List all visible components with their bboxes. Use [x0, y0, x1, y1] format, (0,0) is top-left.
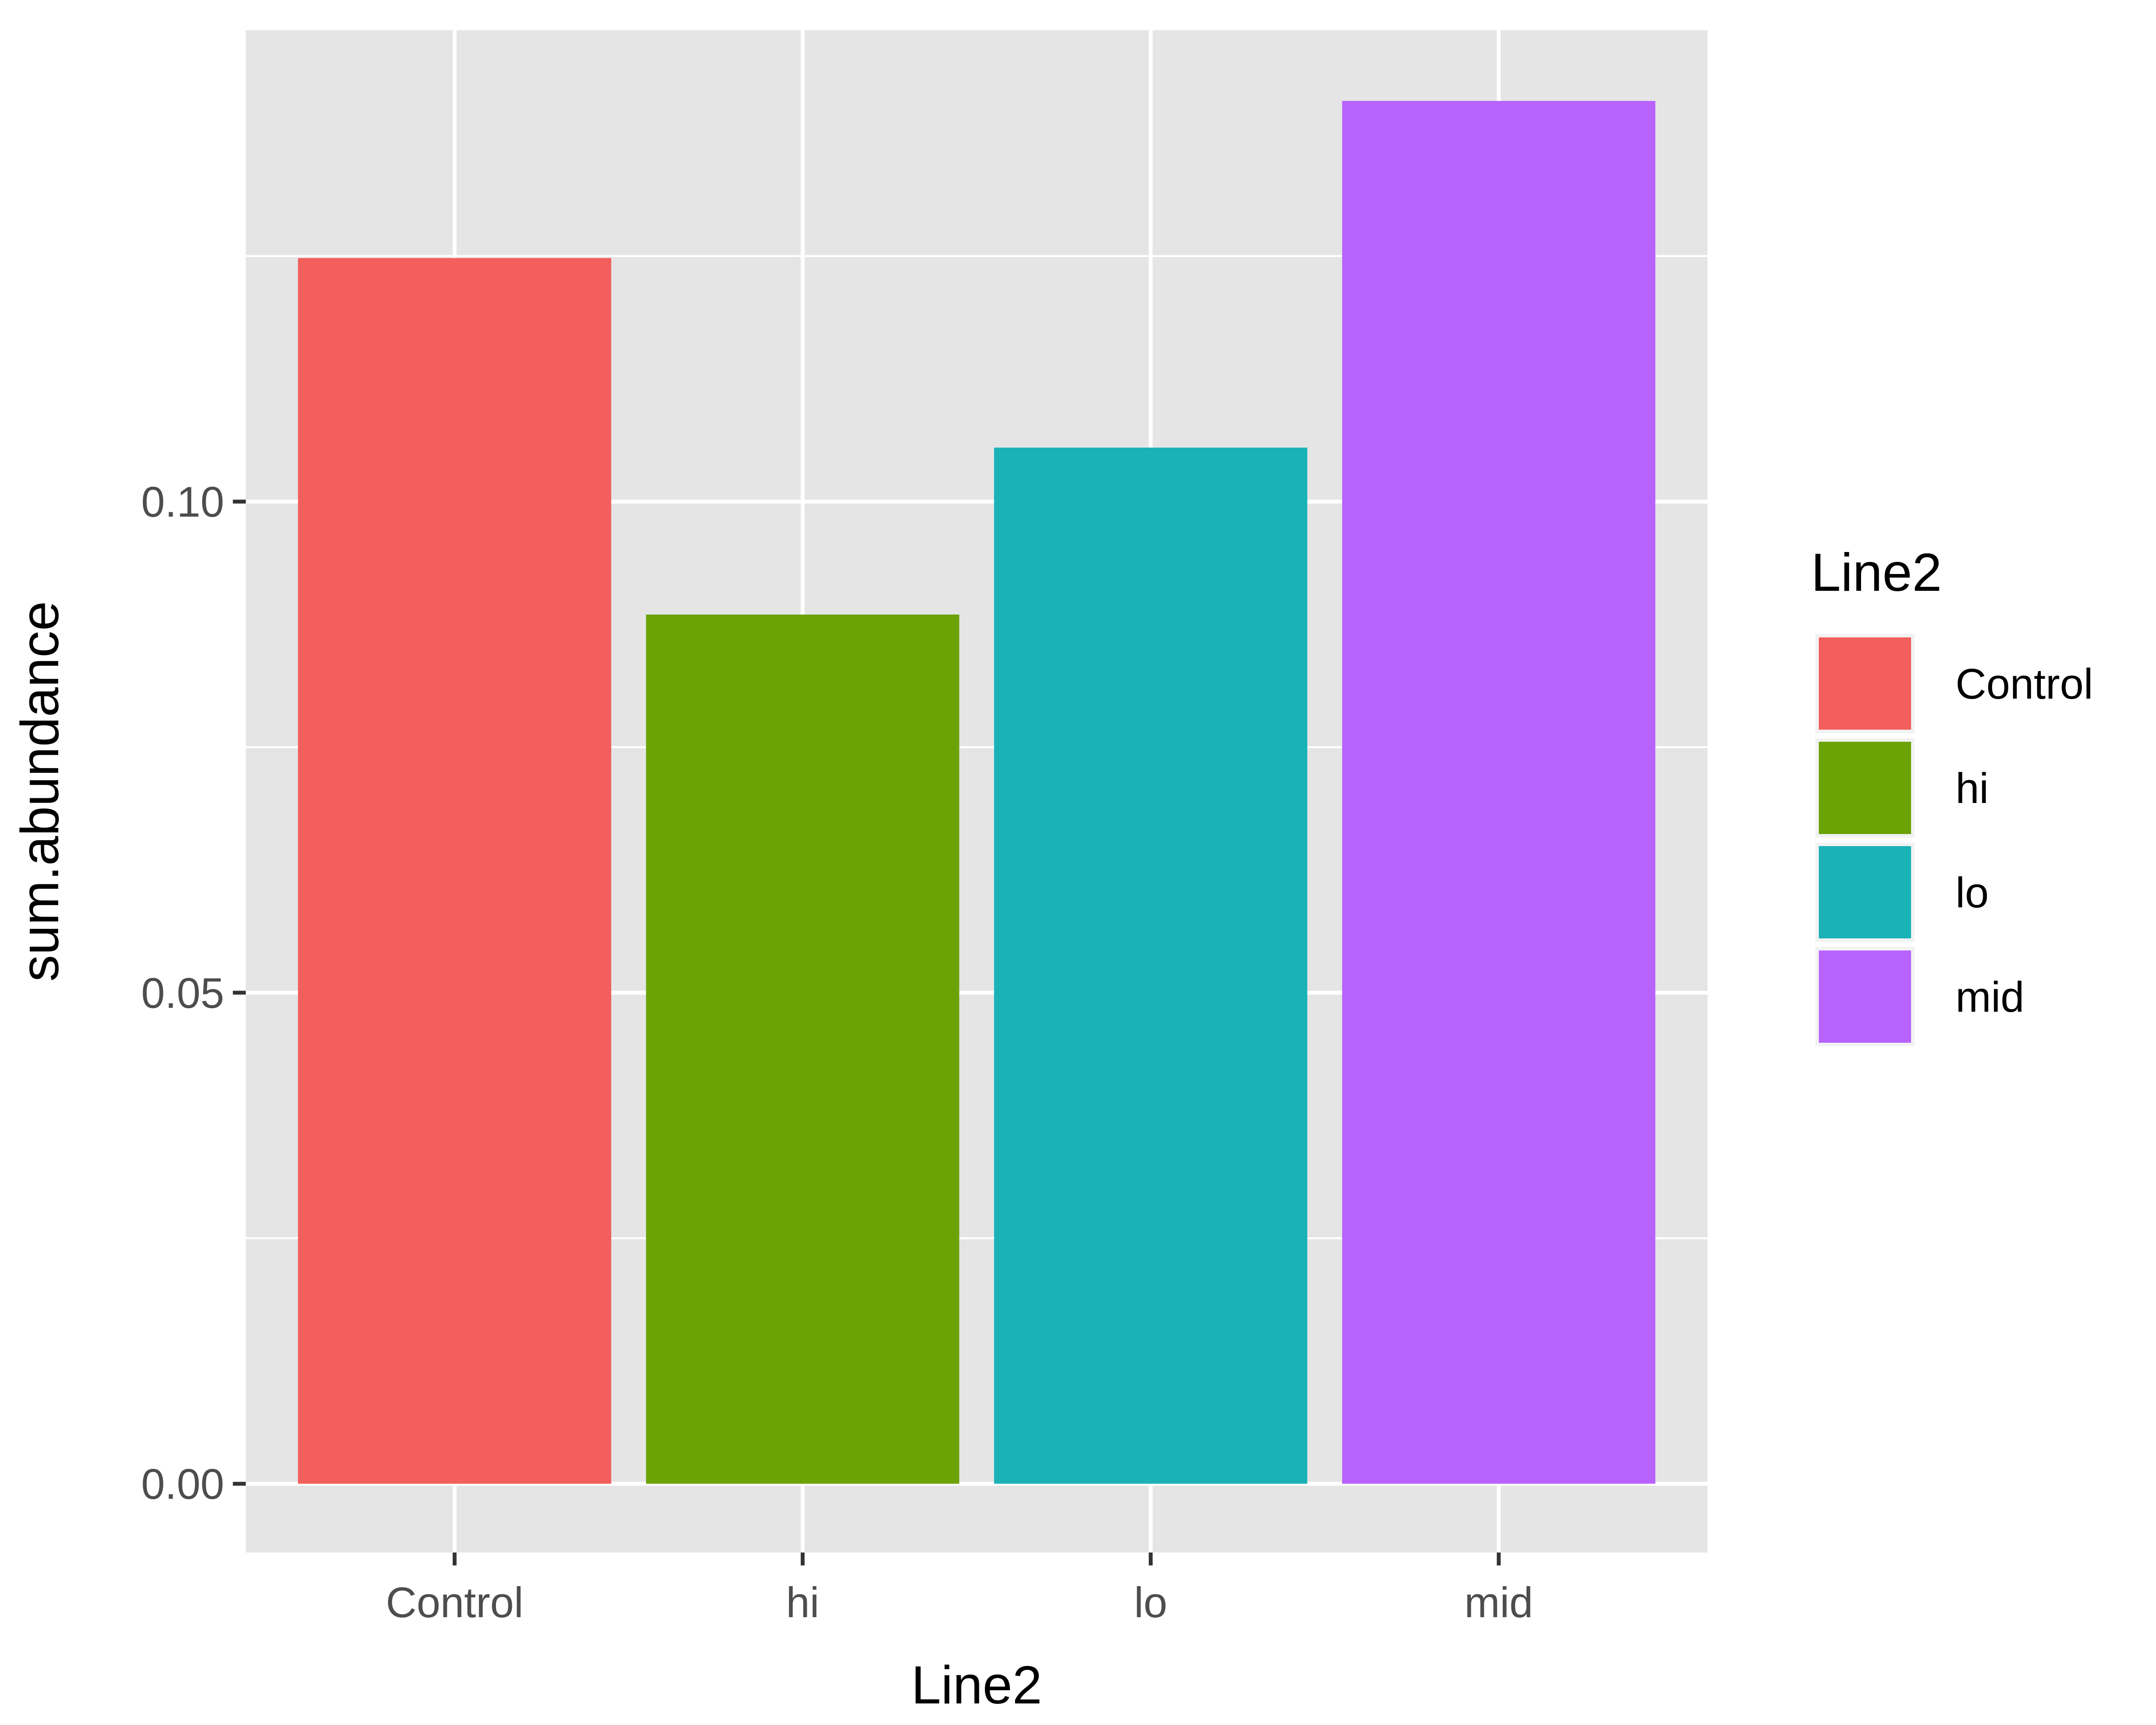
- bar-lo: [994, 447, 1307, 1484]
- legend-swatch-control: [1819, 637, 1911, 730]
- legend-title: Line2: [1811, 543, 1942, 602]
- legend-label-lo: lo: [1955, 869, 1989, 916]
- legend-label-hi: hi: [1955, 764, 1989, 812]
- y-tick-label: 0.10: [141, 478, 224, 526]
- x-tick-label: lo: [1134, 1578, 1167, 1626]
- legend-label-mid: mid: [1955, 973, 2024, 1021]
- y-tick-label: 0.05: [141, 969, 224, 1017]
- x-axis-title: Line2: [911, 1656, 1042, 1715]
- legend-label-control: Control: [1955, 660, 2093, 708]
- legend-swatch-lo: [1819, 846, 1911, 938]
- y-axis-title: sum.abundance: [10, 601, 70, 982]
- x-tick-label: mid: [1464, 1578, 1533, 1626]
- x-tick-label: Control: [386, 1578, 523, 1626]
- bars: [298, 100, 1655, 1484]
- legend-swatch-mid: [1819, 950, 1911, 1043]
- bar-control: [298, 258, 611, 1484]
- legend-swatch-hi: [1819, 742, 1911, 834]
- legend: Line2 Control hi lo mid: [1811, 543, 2093, 1046]
- x-tick-label: hi: [786, 1578, 819, 1626]
- bar-mid: [1342, 100, 1655, 1484]
- legend-items: Control hi lo mid: [1815, 634, 2093, 1046]
- bar-hi: [646, 615, 959, 1484]
- x-axis: Control hi lo mid: [386, 1552, 1533, 1626]
- y-tick-label: 0.00: [141, 1460, 224, 1508]
- y-axis: 0.00 0.05 0.10: [141, 478, 246, 1508]
